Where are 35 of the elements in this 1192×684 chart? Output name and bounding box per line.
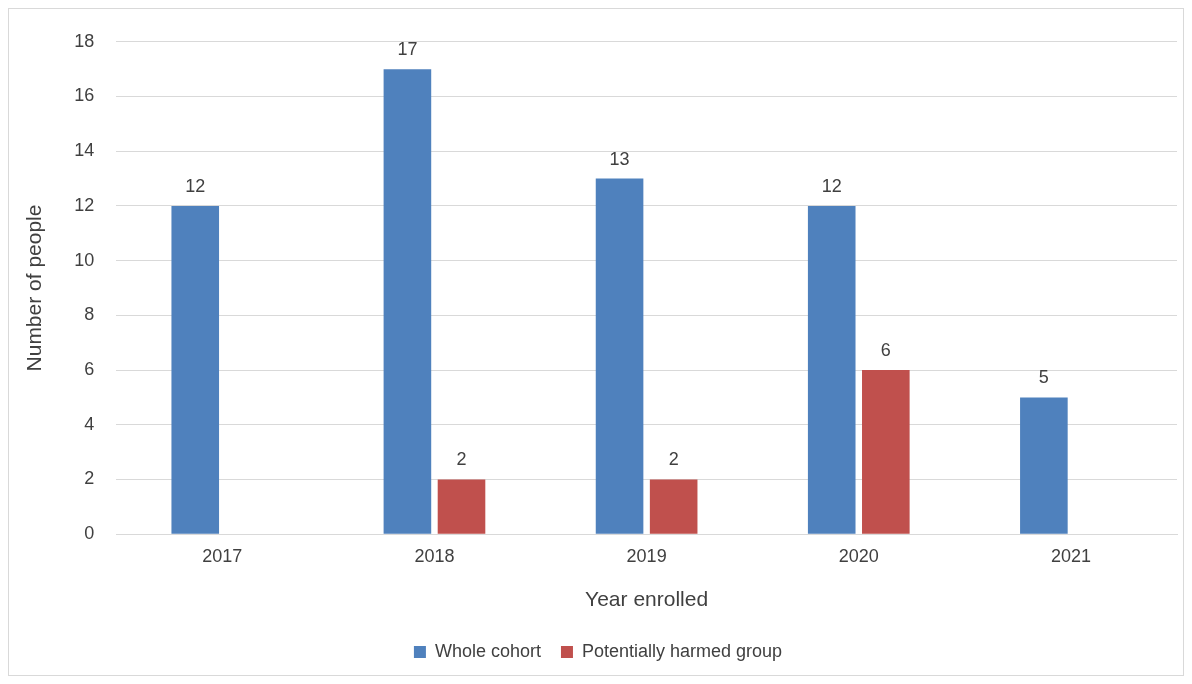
data-label: 13: [609, 148, 630, 169]
legend-label: Potentially harmed group: [581, 640, 783, 661]
data-label: 12: [185, 175, 206, 196]
y-tick-label: 14: [74, 140, 95, 161]
y-axis-title: Number of people: [22, 204, 46, 372]
x-tick-label: 2021: [1050, 545, 1091, 566]
bar: [437, 479, 486, 534]
bar: [862, 370, 910, 534]
x-axis-title: Year enrolled: [585, 587, 709, 611]
x-tick-label: 2019: [626, 545, 667, 566]
x-tick-label: 2018: [414, 545, 455, 566]
data-label: 2: [456, 449, 467, 470]
bar: [807, 205, 856, 534]
y-tick-label: 0: [84, 523, 95, 544]
y-tick-label: 12: [74, 194, 95, 215]
data-label: 6: [880, 340, 891, 361]
bar: [649, 479, 698, 534]
bar: [595, 178, 644, 534]
bar: [171, 205, 220, 534]
bar: [1020, 397, 1068, 534]
y-tick-label: 16: [74, 85, 95, 106]
legend-label: Whole cohort: [434, 640, 541, 661]
y-tick-label: 10: [74, 249, 95, 270]
y-tick-label: 18: [74, 30, 95, 51]
y-tick-label: 2: [84, 468, 95, 489]
x-tick-label: 2020: [838, 545, 879, 566]
y-tick-label: 4: [84, 413, 95, 434]
bar: [383, 69, 432, 534]
y-tick-label: 8: [84, 304, 95, 325]
data-label: 5: [1038, 367, 1049, 388]
data-label: 17: [397, 39, 418, 60]
x-tick-label: 2017: [202, 545, 243, 566]
y-tick-label: 6: [84, 359, 95, 380]
data-label: 12: [821, 175, 842, 196]
data-label: 2: [668, 449, 679, 470]
